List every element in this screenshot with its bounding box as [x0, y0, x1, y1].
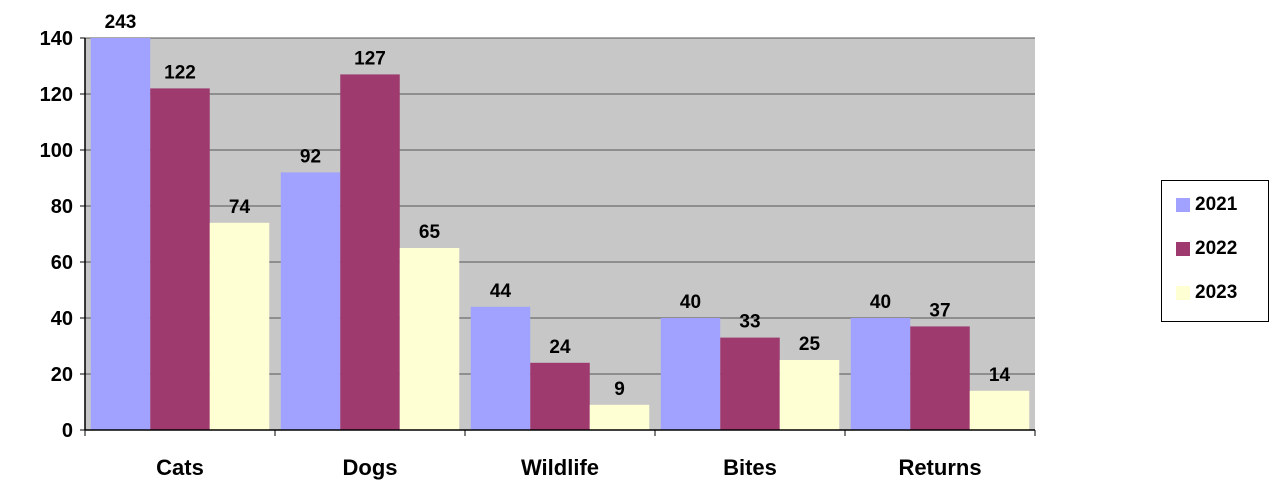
legend-label-2021: 2021 [1195, 194, 1238, 215]
bars [90, 38, 1030, 431]
data-label: 243 [105, 12, 137, 33]
y-tick-label: 0 [62, 420, 73, 442]
bar-returns-2023 [969, 390, 1030, 430]
bar-dogs-2023 [399, 248, 460, 430]
bar-bites-2021 [660, 318, 721, 430]
data-labels: 243 122 74 92 127 65 44 24 9 40 33 25 40 37 14 [105, 12, 1011, 400]
bar-dogs-2022 [340, 74, 400, 431]
bar-returns-2021 [850, 318, 911, 430]
bar-dogs-2021 [280, 172, 341, 430]
data-label: 65 [419, 222, 441, 243]
y-tick-label: 100 [40, 140, 73, 162]
legend-item-2021: 2021 [1176, 193, 1237, 217]
data-label: 74 [229, 197, 251, 218]
data-label: 127 [354, 48, 386, 69]
data-label: 33 [739, 312, 760, 333]
legend-swatch-2023 [1176, 286, 1190, 300]
y-tick-label: 80 [51, 196, 73, 218]
data-label: 40 [870, 292, 891, 313]
x-axis-tick-labels: Cats Dogs Wildlife Bites Returns [156, 455, 981, 480]
bar-wildlife-2022 [530, 362, 590, 430]
data-label: 24 [549, 337, 571, 358]
legend: 2021 2022 2023 [1161, 180, 1269, 322]
y-tick-label: 140 [40, 28, 73, 50]
bar-wildlife-2023 [589, 404, 650, 430]
bar-wildlife-2021 [470, 306, 531, 430]
legend-swatch-2021 [1176, 198, 1190, 212]
bar-bites-2022 [720, 337, 780, 430]
data-label: 92 [300, 146, 321, 167]
bar-bites-2023 [779, 360, 840, 430]
data-label: 44 [490, 281, 512, 302]
y-tick-label: 40 [51, 308, 73, 330]
legend-swatch-2022 [1176, 242, 1190, 256]
legend-label-2022: 2022 [1195, 238, 1238, 259]
y-tick-label: 20 [51, 364, 73, 386]
legend-item-2023: 2023 [1176, 281, 1237, 305]
data-label: 37 [929, 300, 950, 321]
bar-cats-2023 [209, 222, 270, 430]
data-label: 40 [680, 292, 701, 313]
legend-item-2022: 2022 [1176, 237, 1237, 261]
data-label: 14 [989, 365, 1011, 386]
data-label: 122 [164, 62, 196, 83]
x-tick-label: Returns [898, 455, 981, 480]
bar-returns-2022 [910, 326, 970, 430]
x-tick-label: Bites [723, 455, 777, 480]
y-tick-label: 60 [51, 252, 73, 274]
y-tick-label: 120 [40, 84, 73, 106]
data-label: 25 [799, 334, 821, 355]
legend-label-2023: 2023 [1195, 282, 1238, 303]
data-label: 9 [614, 379, 625, 400]
y-axis-tick-labels: 0 20 40 60 80 100 120 140 [40, 28, 73, 442]
x-tick-label: Cats [156, 455, 204, 480]
bar-cats-2022 [150, 88, 210, 431]
axes [80, 37, 1036, 436]
bar-cats-2021 [90, 38, 151, 430]
x-tick-label: Dogs [343, 455, 398, 480]
x-tick-label: Wildlife [521, 455, 599, 480]
